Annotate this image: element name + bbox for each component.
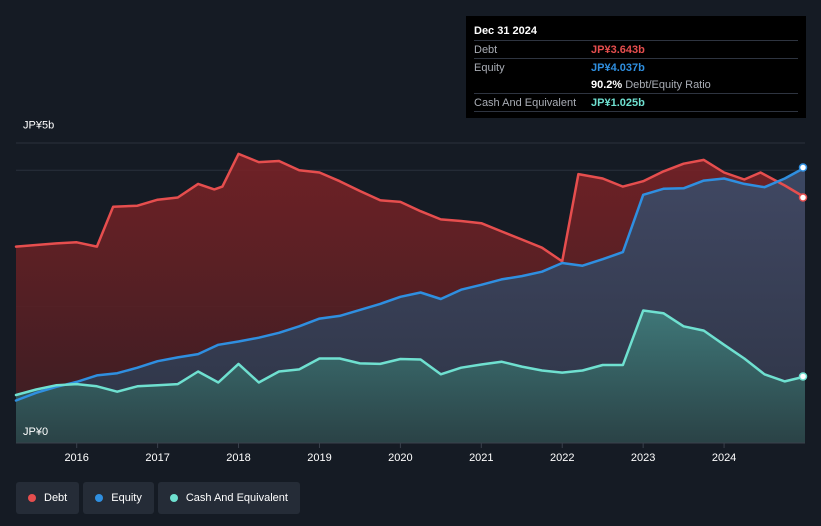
x-tick-label-2021: 2021 [469,452,493,464]
tooltip-ratio-value: 90.2% [591,78,623,91]
tooltip-cash-value: JP¥1.025b [591,96,645,109]
tooltip-cash-label: Cash And Equivalent [474,96,577,109]
equity-endpoint [798,163,808,172]
legend-cash-dot [169,494,178,502]
x-tick-label-2024: 2024 [712,452,736,464]
legend-item-debt[interactable]: Debt [16,482,80,514]
x-tick-label-2023: 2023 [631,452,655,464]
legend: Debt Equity Cash And Equivalent [16,482,300,514]
debt-line [14,152,807,263]
cash-line [14,309,807,397]
legend-item-equity[interactable]: Equity [83,482,154,514]
legend-equity-dot [95,494,104,502]
tooltip-equity-label: Equity [474,61,505,74]
debt-endpoint [798,193,808,202]
tooltip-debt-value: JP¥3.643b [591,43,645,56]
y-axis-label-top: JP¥5b [23,119,54,131]
x-tick-label-2020: 2020 [388,452,412,464]
x-tick-label-2022: 2022 [550,452,574,464]
x-axis-ticks: 2016 2017 2018 2019 2020 2021 2022 2023 2024 [64,443,736,464]
legend-debt-dot [28,494,36,502]
legend-debt-label: Debt [44,492,68,504]
x-tick-label-2019: 2019 [307,452,331,464]
tooltip-ratio-label: Debt/Equity Ratio [625,78,711,91]
legend-cash-label: Cash And Equivalent [185,492,288,504]
tooltip-row-equity: Equity JP¥4.037b [474,58,798,76]
x-tick-label-2018: 2018 [226,452,250,464]
tooltip-date: Dec 31 2024 [474,25,537,37]
series-lines [14,152,807,402]
tooltip-equity-value: JP¥4.037b [591,61,645,74]
x-tick-label-2016: 2016 [64,452,88,464]
legend-equity-label: Equity [111,492,142,504]
y-axis-label-bottom: JP¥0 [23,426,48,438]
tooltip-row-ratio: 90.2% Debt/Equity Ratio [474,76,798,93]
tooltip-debt-label: Debt [474,43,498,56]
equity-line [14,166,807,402]
series-areas [16,153,805,443]
tooltip-row-debt: Debt JP¥3.643b [474,40,798,58]
tooltip-panel: Dec 31 2024 Debt JP¥3.643b Equity JP¥4.0… [466,16,806,118]
cash-endpoint [798,372,808,381]
x-tick-label-2017: 2017 [145,452,169,464]
series-endpoints [798,163,808,381]
legend-item-cash[interactable]: Cash And Equivalent [157,482,300,514]
tooltip-row-cash: Cash And Equivalent JP¥1.025b [474,93,798,112]
cash-area [16,310,805,443]
